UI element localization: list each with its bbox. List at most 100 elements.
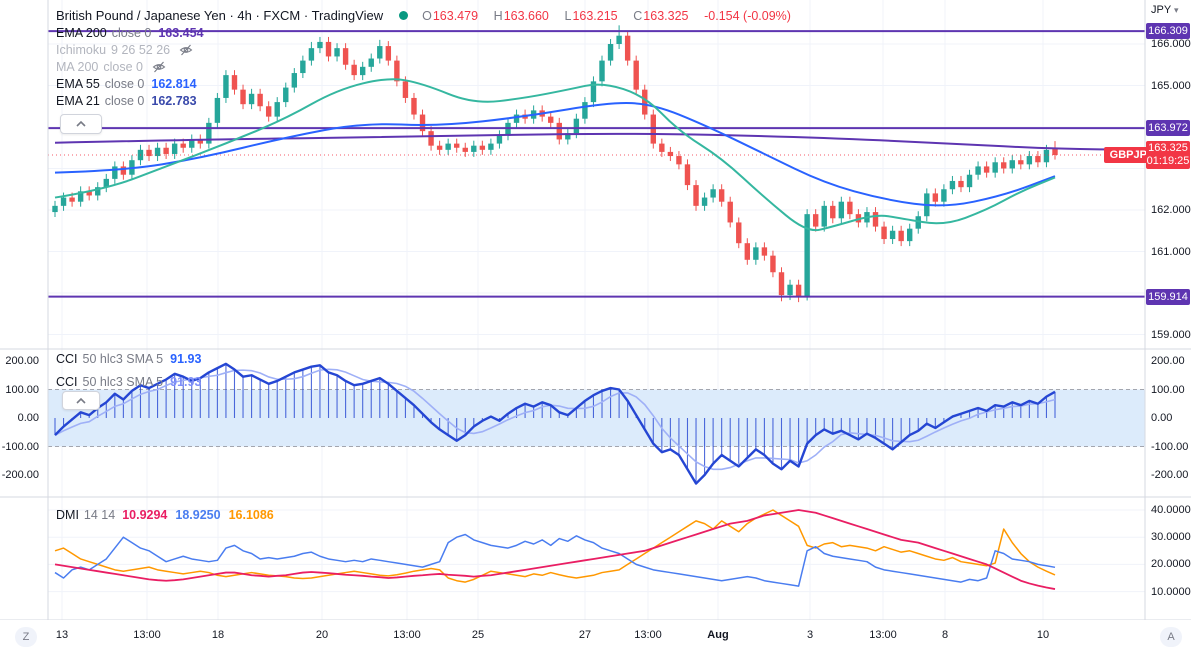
price-scale[interactable]: JPY ▾ 166.000 165.000 162.000 161.000 159.00…	[1146, 0, 1191, 620]
indicator-value: 91.93	[170, 375, 202, 389]
candle-body	[787, 284, 793, 296]
ema-55-line	[54, 102, 1056, 207]
collapse-cci-pane-button[interactable]	[62, 391, 100, 410]
price-axis-label: 165.000	[1151, 79, 1191, 92]
candle-body	[351, 64, 357, 76]
candle-body	[966, 174, 973, 188]
eye-off-icon[interactable]	[152, 60, 166, 74]
candle-body	[359, 66, 366, 76]
chart-header: British Pound / Japanese Yen · 4h · FXCM…	[56, 5, 797, 25]
candle-body	[69, 197, 75, 202]
candle-body	[607, 44, 614, 61]
high-label: H	[493, 8, 503, 23]
candle-body	[693, 185, 699, 206]
candle-body	[710, 189, 716, 198]
time-axis-label: Aug	[707, 629, 729, 641]
candle-body	[582, 102, 588, 119]
candle-body	[770, 255, 776, 273]
candle-body	[701, 197, 708, 206]
candle-body	[838, 201, 845, 219]
candle-body	[992, 162, 998, 173]
indicator-params: close 0	[104, 94, 145, 108]
legend-row-ichimoku[interactable]: Ichimoku 9 26 52 26	[56, 42, 193, 58]
price-axis-label: 161.000	[1151, 245, 1191, 258]
candle-body	[402, 81, 409, 98]
ema-lines	[54, 78, 1146, 232]
symbol-title[interactable]: British Pound / Japanese Yen · 4h · FXCM…	[56, 7, 384, 23]
candle-body	[1001, 162, 1007, 169]
time-axis-label: 27	[578, 629, 592, 641]
legend-row-dmi[interactable]: DMI 14 14 10.9294 18.9250 16.1086	[56, 507, 274, 523]
candle-body	[830, 205, 836, 219]
candle-body	[847, 201, 853, 215]
level-price-badge: 166.309	[1146, 23, 1190, 40]
candle-body	[471, 145, 477, 152]
candle-body	[949, 180, 956, 190]
cci-axis-label: 100.00	[1151, 383, 1185, 396]
legend-row-ma200[interactable]: MA 200 close 0	[56, 59, 166, 75]
candle-body	[368, 58, 374, 67]
cci-axis-label: 0.00	[1151, 412, 1173, 424]
time-axis-label: 13:00	[393, 629, 421, 641]
timezone-button[interactable]: Z	[15, 627, 37, 647]
candle-body	[496, 135, 503, 144]
candle-body	[1052, 148, 1058, 156]
eye-off-icon[interactable]	[179, 43, 193, 57]
dmi-axis-label: 40.0000	[1151, 504, 1191, 516]
candle-body	[599, 60, 605, 82]
candle-body	[171, 143, 178, 154]
candle-body	[642, 89, 648, 115]
left-price-scale[interactable]: 200.00 100.00 0.00 -100.00 -200.00	[0, 0, 44, 620]
currency-selector[interactable]: JPY ▾	[1151, 4, 1179, 16]
time-axis-label: 3	[806, 629, 814, 641]
collapse-main-pane-button[interactable]	[60, 114, 102, 134]
indicator-name: CCI	[56, 375, 78, 389]
dmi-series	[54, 509, 1056, 590]
ohlc-readout: O163.479 H163.660 L163.215 C163.325 -0.1…	[422, 8, 797, 23]
candle-body	[308, 48, 315, 61]
candle-body	[248, 93, 255, 105]
candle-body	[633, 60, 639, 90]
legend-row-ema55[interactable]: EMA 55 close 0 162.814	[56, 76, 197, 92]
indicator-params: close 0	[103, 60, 143, 74]
candle-body	[257, 93, 263, 107]
current-price-badge: 163.325 01:19:25	[1146, 141, 1190, 169]
minus-di-value: 16.1086	[228, 508, 274, 522]
candle-body	[1035, 156, 1041, 163]
legend-row-ema200[interactable]: EMA 200 close 0 163.454	[56, 25, 204, 41]
candle-body	[95, 187, 101, 196]
candle-body	[821, 205, 827, 227]
current-price-value: 163.325	[1148, 142, 1188, 154]
legend-row-cci-sma[interactable]: CCI 50 hlc3 SMA 5 91.93	[56, 374, 201, 390]
indicator-name: CCI	[56, 352, 78, 366]
candle-body	[394, 60, 400, 82]
time-scale[interactable]: Z A 13 13:00 18 20 13:00 25 27 13:00 Aug 3 13:00 8 1…	[0, 620, 1191, 653]
candle-body	[727, 201, 733, 223]
time-axis-label: 20	[315, 629, 329, 641]
candle-body	[103, 178, 109, 188]
cci-line	[54, 362, 1056, 485]
candle-body	[385, 46, 392, 61]
legend-row-ema21[interactable]: EMA 21 close 0 162.783	[56, 93, 197, 109]
indicator-name: EMA 200	[56, 26, 107, 40]
gridlines	[48, 0, 1145, 620]
close-value: 163.325	[643, 8, 689, 23]
currency-label: JPY	[1151, 4, 1171, 16]
auto-scale-button[interactable]: A	[1160, 627, 1182, 647]
candle-body	[428, 131, 434, 146]
candle-body	[60, 197, 67, 206]
candle-body	[744, 243, 751, 260]
indicator-name: EMA 55	[56, 77, 100, 91]
candle-body	[283, 87, 289, 103]
legend-row-cci[interactable]: CCI 50 hlc3 SMA 5 91.93	[56, 351, 201, 367]
candlestick-series	[52, 25, 1058, 303]
plus-di-line	[54, 533, 1056, 587]
candle-body	[616, 35, 622, 44]
adx-value: 10.9294	[122, 508, 168, 522]
candle-body	[812, 214, 819, 227]
candle-body	[436, 145, 443, 150]
candle-body	[983, 166, 990, 173]
candle-body	[189, 139, 195, 148]
time-axis-label: 13	[55, 629, 69, 641]
